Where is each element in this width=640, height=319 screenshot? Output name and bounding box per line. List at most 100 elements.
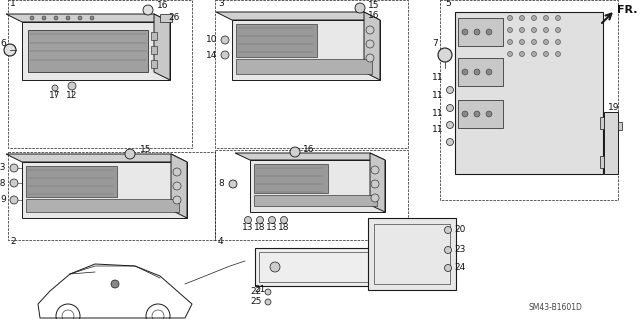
Bar: [254, 195, 377, 206]
Circle shape: [531, 16, 536, 20]
Text: 10: 10: [205, 35, 217, 44]
Circle shape: [508, 51, 513, 56]
Polygon shape: [216, 12, 380, 20]
Circle shape: [445, 247, 451, 254]
Circle shape: [445, 264, 451, 271]
Circle shape: [290, 147, 300, 157]
Circle shape: [270, 262, 280, 272]
Circle shape: [125, 149, 135, 159]
Text: 26: 26: [168, 13, 179, 23]
Bar: [368, 218, 456, 290]
Polygon shape: [22, 22, 170, 80]
Circle shape: [447, 105, 454, 112]
Circle shape: [543, 27, 548, 33]
Polygon shape: [154, 14, 170, 80]
Bar: [8, 152, 215, 240]
Circle shape: [42, 16, 46, 20]
Circle shape: [556, 51, 561, 56]
Bar: [374, 224, 450, 284]
Text: 22: 22: [251, 287, 262, 296]
Bar: [151, 46, 157, 54]
Text: 11: 11: [431, 92, 443, 100]
Circle shape: [244, 217, 252, 224]
Circle shape: [556, 27, 561, 33]
Text: 24: 24: [454, 263, 465, 272]
Circle shape: [447, 122, 454, 129]
Bar: [458, 100, 503, 128]
Circle shape: [265, 299, 271, 305]
Text: 13: 13: [0, 164, 6, 173]
Circle shape: [4, 44, 16, 56]
Circle shape: [556, 16, 561, 20]
Bar: [28, 30, 148, 72]
Circle shape: [508, 27, 513, 33]
Circle shape: [462, 69, 468, 75]
Circle shape: [221, 36, 229, 44]
Text: 11: 11: [431, 73, 443, 83]
Circle shape: [520, 27, 525, 33]
Circle shape: [366, 54, 374, 62]
Circle shape: [173, 196, 181, 204]
Circle shape: [265, 289, 271, 295]
Bar: [151, 60, 157, 68]
Text: 18: 18: [0, 179, 6, 188]
Circle shape: [229, 180, 237, 188]
Text: 15: 15: [140, 145, 152, 154]
Circle shape: [543, 16, 548, 20]
Polygon shape: [232, 20, 380, 80]
Polygon shape: [160, 14, 172, 22]
Bar: [600, 117, 604, 129]
Text: 17: 17: [49, 92, 61, 100]
Text: 16: 16: [368, 11, 380, 20]
Circle shape: [543, 40, 548, 44]
Text: 13: 13: [243, 224, 253, 233]
Circle shape: [445, 226, 451, 234]
Text: 1: 1: [10, 0, 16, 8]
Bar: [440, 0, 618, 200]
Text: 11: 11: [431, 108, 443, 117]
Text: 3: 3: [218, 0, 224, 8]
Text: 8: 8: [218, 180, 224, 189]
Bar: [455, 12, 603, 174]
Circle shape: [257, 217, 264, 224]
Circle shape: [173, 168, 181, 176]
Text: 5: 5: [445, 0, 451, 8]
Circle shape: [371, 194, 379, 202]
Text: 15: 15: [368, 1, 380, 10]
Circle shape: [508, 16, 513, 20]
Text: 6: 6: [0, 40, 6, 48]
Text: SM43-B1601D: SM43-B1601D: [528, 303, 582, 313]
Circle shape: [10, 179, 18, 187]
Bar: [236, 24, 317, 57]
Circle shape: [371, 180, 379, 188]
Circle shape: [78, 16, 82, 20]
Bar: [236, 59, 372, 74]
Text: 11: 11: [431, 125, 443, 135]
Circle shape: [486, 111, 492, 117]
Text: 13: 13: [266, 224, 278, 233]
Text: 19: 19: [608, 103, 620, 113]
Bar: [26, 166, 116, 197]
Circle shape: [474, 69, 480, 75]
Text: 9: 9: [0, 196, 6, 204]
Circle shape: [486, 69, 492, 75]
Circle shape: [10, 196, 18, 204]
Circle shape: [30, 16, 34, 20]
Circle shape: [10, 164, 18, 172]
Bar: [26, 199, 179, 212]
Circle shape: [366, 40, 374, 48]
Bar: [259, 252, 369, 282]
Bar: [255, 248, 373, 286]
Circle shape: [462, 111, 468, 117]
Bar: [458, 58, 503, 86]
Circle shape: [173, 182, 181, 190]
Polygon shape: [370, 153, 385, 212]
Polygon shape: [6, 14, 170, 22]
Text: 14: 14: [205, 50, 217, 60]
Bar: [458, 18, 503, 46]
Circle shape: [486, 29, 492, 35]
Circle shape: [474, 29, 480, 35]
Text: 7: 7: [432, 40, 438, 48]
Polygon shape: [171, 154, 187, 218]
Text: 18: 18: [278, 224, 290, 233]
